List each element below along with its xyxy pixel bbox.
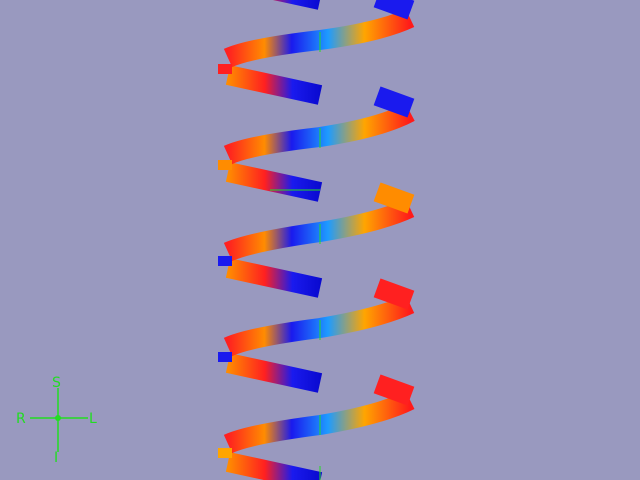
helix-back-strands [225,0,323,480]
helix-cap [218,448,232,458]
helix-segment [225,65,323,105]
helix-cap [218,64,232,74]
helix-segment [223,103,415,165]
helix-cap [373,0,415,20]
helix-turn-caps [373,0,415,406]
helix-cap [373,278,415,310]
helix-segment [225,353,323,393]
helix-cap [373,86,415,118]
helix-cap [373,374,415,406]
helix-cap [218,160,232,170]
helix-segment [223,390,415,454]
helix-segment [223,198,415,262]
helix-left-caps [218,64,232,458]
helix-segment [225,452,323,480]
helix-segment [225,162,323,202]
helix-segment [223,8,415,68]
helix-cap [218,256,232,266]
helix-segment [223,294,415,357]
helix-cap [218,352,232,362]
helix-cap [373,182,415,214]
helix-axis-ticks [270,32,321,480]
helix-segment [225,258,323,298]
